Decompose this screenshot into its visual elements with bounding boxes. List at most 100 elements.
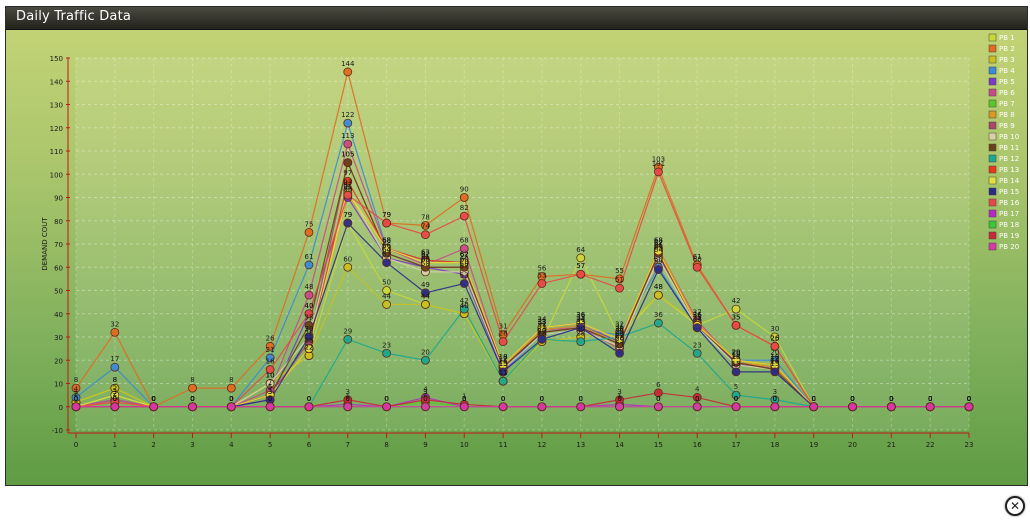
data-label: 0 xyxy=(889,395,893,403)
data-label: 30 xyxy=(615,325,624,333)
data-label: 60 xyxy=(654,255,663,263)
data-label: 58 xyxy=(421,260,430,268)
data-label: 27 xyxy=(615,332,624,340)
data-label: 0 xyxy=(501,395,505,403)
data-point xyxy=(110,402,120,412)
data-label: 30 xyxy=(770,325,779,333)
data-label: 0 xyxy=(928,395,932,403)
data-point xyxy=(188,402,197,412)
data-label: 0 xyxy=(811,395,815,403)
data-label: 8 xyxy=(190,376,194,384)
data-label: 15 xyxy=(499,360,508,368)
close-button[interactable]: ✕ xyxy=(1005,496,1025,516)
data-label: 3 xyxy=(346,388,350,396)
legend-swatch xyxy=(988,66,997,75)
data-label: 105 xyxy=(341,151,354,159)
data-label: 34 xyxy=(693,316,702,324)
data-label: 0 xyxy=(151,395,155,403)
data-label: 60 xyxy=(421,255,430,263)
y-tick-label: 140 xyxy=(50,78,63,86)
data-label: 0 xyxy=(307,395,311,403)
data-label: 10 xyxy=(266,372,275,380)
data-label: 0 xyxy=(74,395,78,403)
data-label: 0 xyxy=(423,395,427,403)
data-label: 0 xyxy=(811,395,815,403)
data-label: 15 xyxy=(770,360,779,368)
data-label: 25 xyxy=(615,337,624,345)
data-label: 0 xyxy=(151,395,155,403)
data-point xyxy=(110,327,120,337)
data-label: 48 xyxy=(654,283,663,291)
data-point xyxy=(886,402,896,412)
data-point xyxy=(304,344,314,354)
legend-label: PB 6 xyxy=(999,89,1015,97)
x-tick-label: 4 xyxy=(229,441,234,449)
data-label: 30 xyxy=(304,325,313,333)
data-point xyxy=(653,388,663,398)
y-tick-label: 60 xyxy=(54,264,63,272)
data-label: 0 xyxy=(617,395,621,403)
data-label: 0 xyxy=(462,395,466,403)
data-label: 0 xyxy=(190,395,194,403)
data-label: 17 xyxy=(770,355,779,363)
x-tick-label: 8 xyxy=(384,441,388,449)
data-label: 0 xyxy=(113,395,117,403)
data-label: 0 xyxy=(967,395,971,403)
data-label: 60 xyxy=(693,255,702,263)
data-label: 60 xyxy=(460,255,469,263)
data-label: 0 xyxy=(811,395,815,403)
data-label: 2 xyxy=(113,390,117,398)
data-point xyxy=(537,334,547,344)
legend-swatch xyxy=(988,165,997,174)
data-label: 64 xyxy=(576,246,585,254)
data-point xyxy=(615,402,624,412)
data-label: 0 xyxy=(190,395,194,403)
data-label: 0 xyxy=(346,395,350,403)
data-point xyxy=(731,402,741,412)
data-label: 35 xyxy=(576,313,585,321)
y-tick-label: 70 xyxy=(54,241,63,249)
data-label: 0 xyxy=(967,395,971,403)
data-point xyxy=(692,348,702,358)
data-label: 0 xyxy=(190,395,194,403)
data-label: 0 xyxy=(734,395,738,403)
data-label: 0 xyxy=(695,395,699,403)
data-point xyxy=(304,320,314,330)
data-point xyxy=(692,402,702,412)
data-point xyxy=(304,260,314,270)
y-tick-label: 110 xyxy=(50,148,63,156)
data-label: 0 xyxy=(811,395,815,403)
x-tick-label: 5 xyxy=(268,441,272,449)
data-label: 0 xyxy=(811,395,815,403)
data-label: 0 xyxy=(811,395,815,403)
data-label: 30 xyxy=(304,325,313,333)
data-point xyxy=(110,362,120,372)
data-point xyxy=(653,402,663,412)
data-label: 0 xyxy=(967,395,971,403)
data-label: 97 xyxy=(343,169,352,177)
data-label: 0 xyxy=(850,395,854,403)
data-label: 0 xyxy=(773,395,777,403)
data-label: 62 xyxy=(460,251,469,259)
data-label: 0 xyxy=(229,395,233,403)
data-point xyxy=(265,402,275,412)
data-label: 0 xyxy=(151,395,155,403)
data-point xyxy=(731,390,741,400)
data-label: 0 xyxy=(850,395,854,403)
data-label: 0 xyxy=(579,395,583,403)
data-label: 40 xyxy=(304,302,313,310)
line-chart: -100102030405060708090100110120130140150… xyxy=(41,33,1020,449)
legend-swatch xyxy=(988,121,997,130)
data-label: 0 xyxy=(734,395,738,403)
data-label: 22 xyxy=(304,344,313,352)
data-label: 122 xyxy=(341,111,354,119)
data-point xyxy=(615,283,624,293)
data-point xyxy=(731,355,741,365)
data-label: 28 xyxy=(537,330,546,338)
data-label: 0 xyxy=(229,395,233,403)
legend-swatch xyxy=(988,242,997,251)
data-label: 0 xyxy=(229,395,233,403)
data-label: 62 xyxy=(421,251,430,259)
data-label: 0 xyxy=(501,395,505,403)
data-label: 0 xyxy=(773,395,777,403)
